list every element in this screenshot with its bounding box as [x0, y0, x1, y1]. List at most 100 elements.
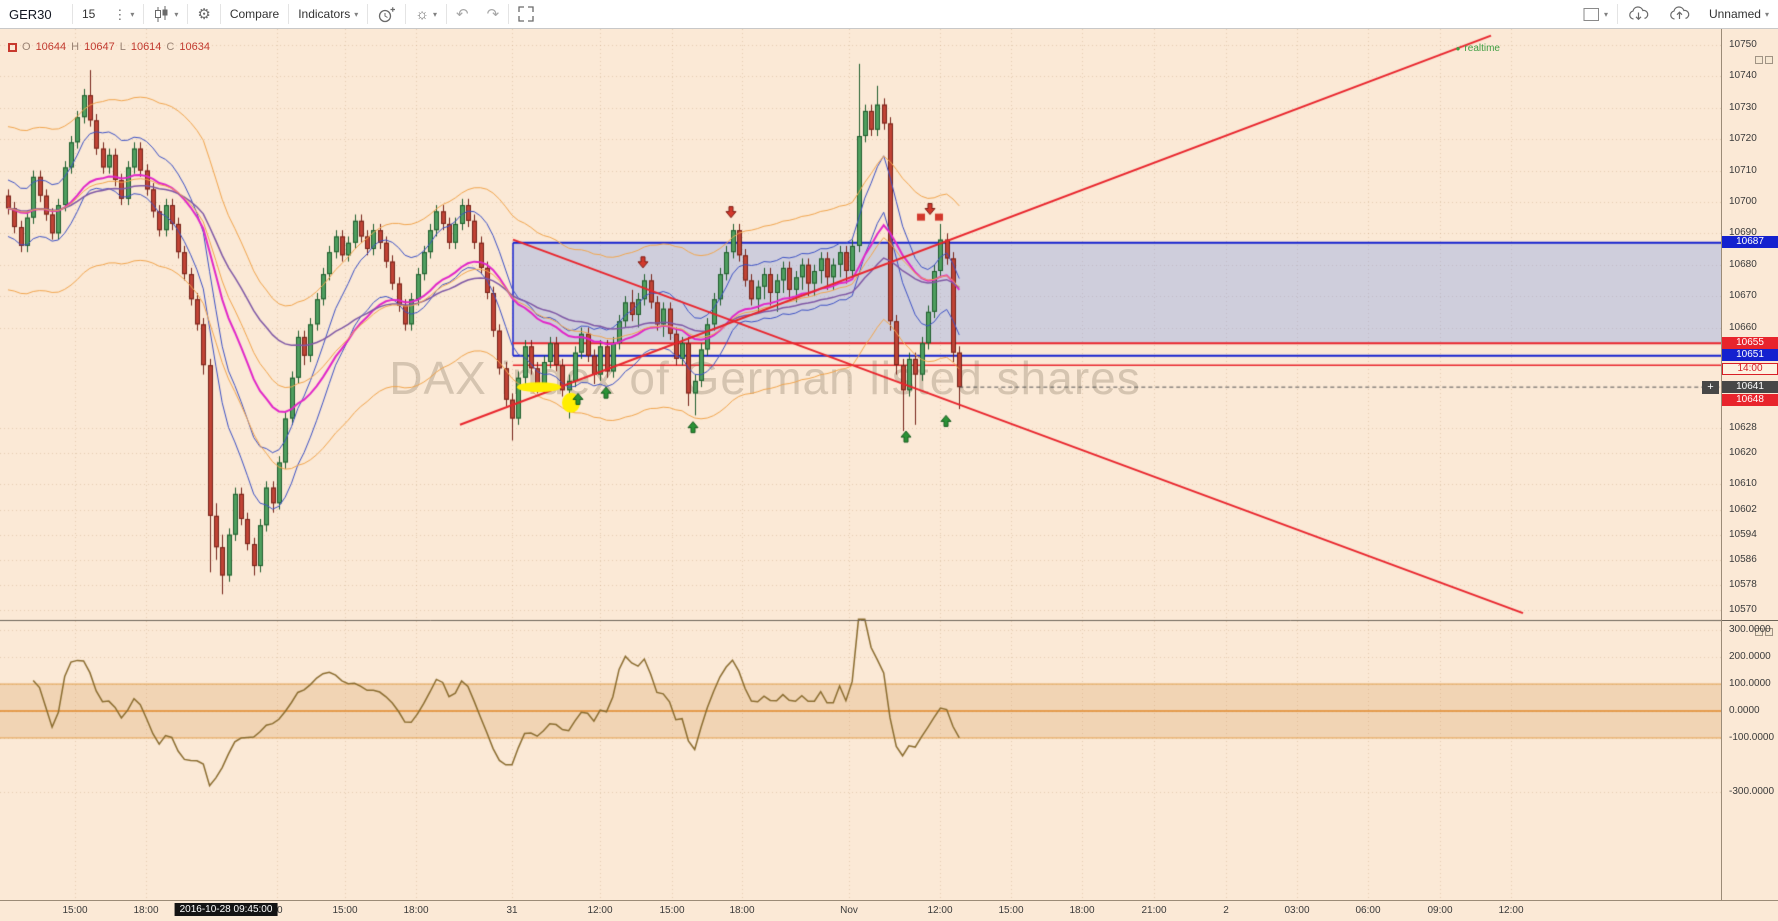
close-value: 10634 [179, 41, 210, 53]
redo-button[interactable]: ↷ [478, 0, 509, 28]
undo-icon: ↶ [456, 6, 469, 23]
open-value: 10644 [35, 41, 67, 53]
price-label-14-00[interactable]: 14:00 [1722, 363, 1778, 375]
price-axis-label: 10660 [1729, 321, 1757, 333]
time-axis-label: 03:00 [1284, 905, 1310, 916]
top-toolbar: GER30 15 ⋮ ▾ ▾ ⚙ Compare [0, 0, 1778, 29]
cloud-upload-icon [1670, 6, 1690, 20]
indicators-button[interactable]: Indicators ▾ [289, 0, 367, 28]
realtime-dot-icon: ● [1455, 44, 1461, 53]
price-axis-label: 10750 [1729, 39, 1757, 50]
themes-button[interactable]: ☼ ▾ [406, 0, 446, 28]
pane-close-icon[interactable] [1765, 56, 1773, 64]
indicators-label: Indicators [298, 7, 351, 21]
close-label: C [166, 41, 175, 53]
time-axis-label: 21:00 [1141, 905, 1167, 916]
toolbar-separator [405, 4, 407, 24]
fullscreen-icon [518, 6, 534, 22]
price-label-10687[interactable]: 10687 [1722, 236, 1778, 248]
low-value: 10614 [130, 41, 162, 53]
layout-name-button[interactable]: Unnamed ▾ [1700, 0, 1778, 28]
add-alert-plus-button[interactable]: + [1702, 381, 1719, 394]
price-axis-label: 10720 [1729, 133, 1757, 145]
time-axis-label: 18:00 [133, 905, 159, 916]
pane-close-icon[interactable] [1765, 628, 1773, 636]
pane-controls-main[interactable] [1755, 56, 1773, 64]
ohlc-legend: O 10644 H 10647 L 10614 C 10634 [8, 41, 210, 53]
add-alert-button[interactable] [368, 0, 405, 28]
price-axis-label: 10610 [1729, 478, 1757, 490]
kebab-menu-icon: ⋮ [113, 6, 127, 22]
time-axis-label: 12:00 [587, 905, 613, 916]
pane-maximize-icon[interactable] [1755, 56, 1763, 64]
price-label-10655[interactable]: 10655 [1722, 337, 1778, 349]
price-axis-label: 10700 [1729, 195, 1757, 207]
toolbar-separator [219, 4, 221, 24]
toolbar-right-group: ▾ Unnamed ▾ [1574, 0, 1778, 28]
chevron-down-icon: ▾ [433, 9, 438, 19]
oscillator-axis-label: -300.0000 [1729, 785, 1775, 797]
toolbar-separator [367, 4, 369, 24]
chevron-down-icon: ▾ [174, 9, 179, 19]
fullscreen-button[interactable] [509, 0, 543, 28]
load-layout-button[interactable] [1618, 0, 1659, 28]
toolbar-left-group: GER30 15 ⋮ ▾ ▾ ⚙ Compare [0, 0, 543, 28]
chart-style-button[interactable]: ▾ [144, 0, 187, 28]
series-marker-icon[interactable] [8, 42, 17, 52]
chevron-down-icon: ▾ [354, 9, 359, 19]
chart-area[interactable]: DAX index of German listed shares O 1064… [0, 29, 1778, 921]
layout-select-button[interactable]: ▾ [1574, 0, 1617, 28]
time-axis-label: 12:00 [1498, 905, 1524, 916]
time-axis-label: 2 [1223, 905, 1229, 916]
interval-button[interactable]: 15 [82, 7, 96, 21]
price-axis-label: 10578 [1729, 578, 1757, 590]
toolbar-separator [288, 4, 290, 24]
chart-properties-button[interactable]: ⚙ [188, 0, 219, 28]
price-axis[interactable]: 10750 10740 10730 10720 10710 10700 10690 10680… [1721, 29, 1778, 900]
price-label-10651[interactable]: 10651 [1722, 349, 1778, 361]
toolbar-separator [446, 4, 448, 24]
gear-icon: ⚙ [197, 5, 211, 23]
price-chart-canvas[interactable] [0, 29, 1721, 900]
time-axis[interactable]: 2016-10-28 09:45:00 15:0018:000015:0018:… [0, 900, 1778, 921]
compare-button[interactable]: Compare [229, 7, 280, 21]
pane-controls-oscillator[interactable] [1755, 628, 1773, 636]
save-layout-button[interactable] [1659, 0, 1700, 28]
price-axis-label: 10620 [1729, 447, 1757, 459]
oscillator-axis-label: -100.0000 [1729, 731, 1775, 743]
oscillator-axis-label: 300.0000 [1729, 624, 1771, 636]
pane-separator [1722, 620, 1778, 621]
low-label: L [119, 41, 126, 53]
time-axis-label: Nov [840, 905, 858, 916]
layout-name-label: Unnamed [1708, 7, 1761, 21]
price-label-10641[interactable]: 10641 [1722, 381, 1778, 393]
time-axis-label: 15:00 [332, 905, 358, 916]
symbol-button[interactable]: GER30 [9, 6, 52, 22]
time-axis-label: 15:00 [998, 905, 1024, 916]
price-axis-label: 10740 [1729, 70, 1757, 82]
cloud-download-icon [1629, 6, 1649, 21]
price-label-10648[interactable]: 10648 [1722, 394, 1778, 406]
undo-button[interactable]: ↶ [447, 0, 478, 28]
price-axis-label: 10570 [1729, 604, 1757, 615]
chevron-down-icon: ▾ [1603, 9, 1608, 19]
toolbar-separator [143, 4, 145, 24]
chevron-down-icon: ▾ [130, 9, 135, 19]
crosshair-time-tooltip: 2016-10-28 09:45:00 [174, 903, 278, 916]
candlestick-style-icon [155, 5, 168, 22]
high-value: 10647 [84, 41, 115, 53]
oscillator-axis-label: 200.0000 [1729, 651, 1771, 663]
time-axis-label: 18:00 [729, 905, 755, 916]
toolbar-separator [508, 4, 510, 24]
time-axis-label: 09:00 [1427, 905, 1453, 916]
time-axis-label: 18:00 [1069, 905, 1095, 916]
toolbar-separator [187, 4, 189, 24]
toolbar-separator [72, 4, 73, 24]
layout-grid-icon [1583, 7, 1599, 21]
pane-maximize-icon[interactable] [1755, 628, 1763, 636]
chevron-down-icon: ▾ [1764, 9, 1769, 19]
price-axis-label: 10730 [1729, 101, 1757, 113]
sun-icon: ☼ [415, 5, 429, 23]
interval-menu-button[interactable]: ⋮ ▾ [104, 0, 143, 28]
redo-icon: ↷ [486, 6, 500, 23]
